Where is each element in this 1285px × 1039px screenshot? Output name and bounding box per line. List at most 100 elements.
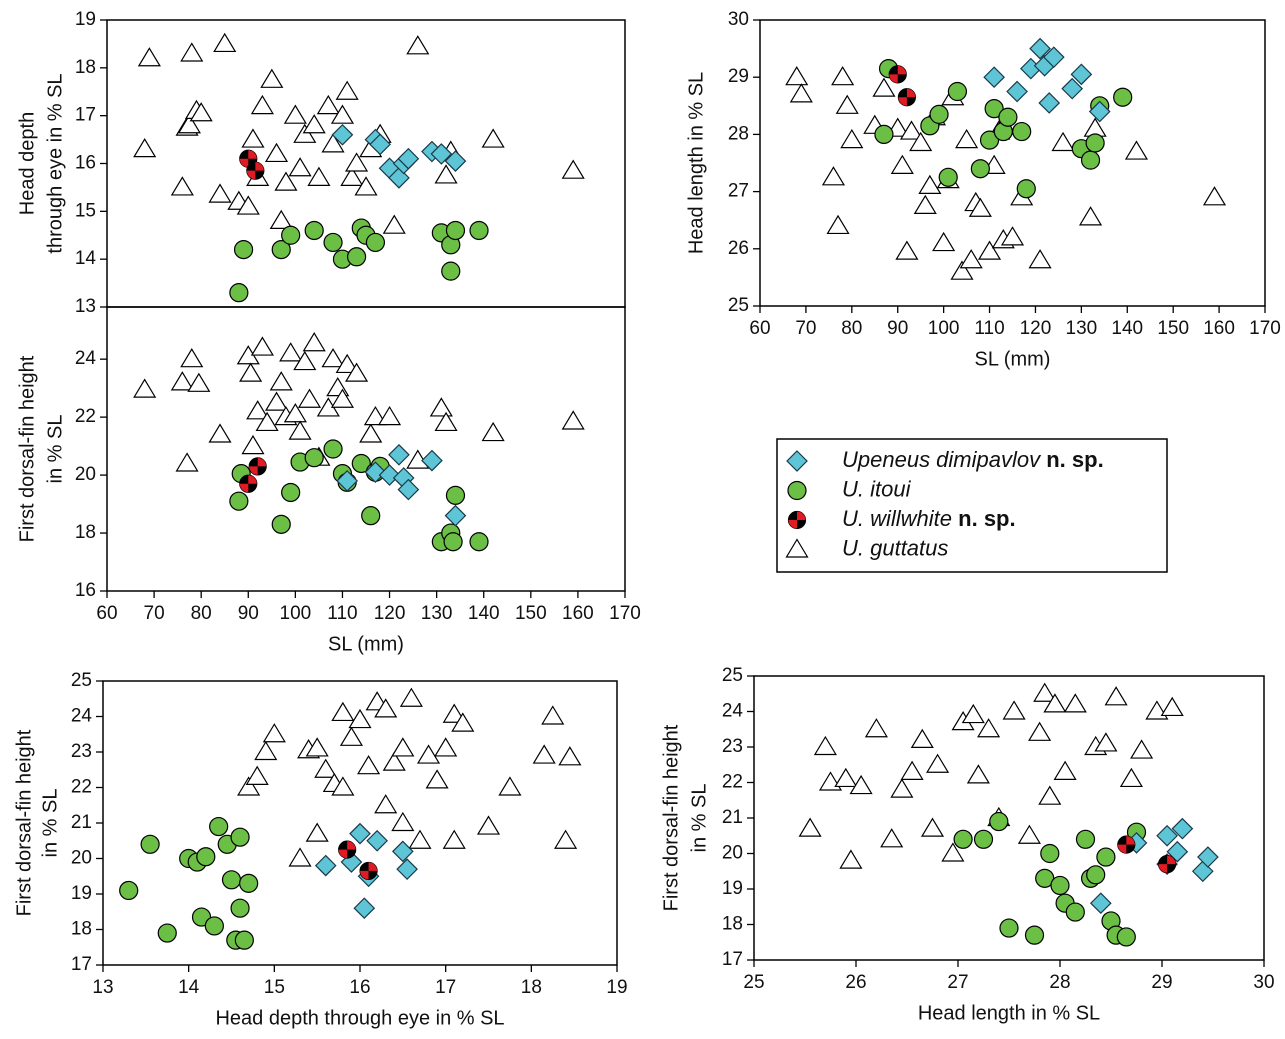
marker (323, 439, 343, 459)
marker (269, 209, 293, 229)
marker (336, 470, 359, 492)
triangle (481, 128, 505, 148)
triangle (339, 726, 363, 746)
marker (241, 434, 265, 455)
marker (229, 283, 249, 303)
marker (1028, 721, 1052, 741)
marker (1000, 226, 1025, 246)
quarter (1158, 864, 1168, 873)
y-tick-label: 13 (75, 296, 96, 317)
marker (281, 482, 301, 503)
y-tick-label: 22 (71, 777, 92, 798)
x-tick-label: 15 (264, 977, 285, 998)
marker (1075, 829, 1096, 849)
marker (1016, 179, 1036, 199)
circle (445, 485, 466, 505)
triangle (899, 120, 924, 140)
y-tick-label: 20 (722, 843, 743, 864)
marker (330, 388, 355, 408)
circle (469, 532, 489, 552)
marker (365, 232, 386, 253)
marker (910, 728, 934, 748)
marker (304, 448, 324, 468)
y-tick-label: 25 (722, 665, 743, 686)
y-axis-title: First dorsal-fin height (660, 724, 682, 911)
marker (785, 66, 809, 86)
marker (213, 32, 237, 53)
marker (798, 817, 822, 837)
marker (283, 104, 307, 124)
marker (314, 854, 337, 877)
triangle (1130, 739, 1154, 759)
triangle (250, 94, 274, 115)
marker (248, 457, 267, 476)
marker (443, 532, 463, 552)
y-tick-label: 21 (71, 812, 92, 833)
diamond (388, 167, 410, 189)
diamond (1070, 63, 1093, 86)
circle (1096, 847, 1116, 867)
triangle (835, 94, 859, 114)
marker (785, 538, 809, 558)
marker (481, 421, 505, 442)
triangle (255, 411, 279, 432)
marker (434, 737, 458, 757)
marker (1051, 131, 1075, 152)
x-tick-label: 60 (96, 603, 117, 624)
quarter (1126, 836, 1135, 845)
triangle (442, 829, 466, 849)
marker (1116, 927, 1136, 947)
y-axis-title: in % SL (44, 415, 66, 484)
marker (170, 176, 194, 196)
triangle (345, 362, 369, 382)
triangle (558, 746, 582, 766)
quarter (797, 511, 806, 520)
marker (241, 128, 265, 148)
marker (1042, 46, 1065, 69)
triangle (305, 822, 329, 842)
triangle (977, 718, 1001, 738)
triangle (133, 378, 157, 398)
marker (349, 822, 371, 845)
triangle (279, 342, 303, 362)
quarter (239, 483, 249, 493)
marker (953, 829, 973, 849)
marker (1094, 732, 1118, 752)
triangle (262, 723, 286, 743)
marker (831, 66, 855, 86)
circle (229, 491, 249, 511)
triangle (254, 740, 278, 761)
marker (335, 80, 359, 100)
triangle (1038, 785, 1062, 805)
triangle (408, 829, 432, 849)
triangle (180, 42, 204, 62)
triangle (1053, 760, 1077, 780)
diamond (1171, 817, 1194, 840)
marker (1024, 925, 1045, 945)
marker (1085, 133, 1105, 153)
marker (1197, 846, 1219, 868)
triangle (399, 687, 423, 707)
triangle (1017, 824, 1041, 844)
diamond (364, 461, 387, 484)
circle (281, 482, 301, 503)
triangle (237, 776, 261, 796)
marker (1063, 693, 1087, 713)
triangle (785, 66, 809, 86)
circle (469, 220, 489, 241)
quarter (347, 841, 356, 850)
circle (271, 514, 291, 534)
x-tick-label: 170 (1249, 318, 1281, 339)
marker (157, 923, 177, 943)
marker (208, 183, 232, 203)
marker (297, 388, 322, 408)
circle (989, 811, 1009, 832)
triangle (864, 718, 888, 738)
triangle (236, 195, 260, 215)
marker (920, 817, 945, 837)
marker (137, 47, 161, 67)
legend-box (776, 438, 1168, 573)
marker (189, 102, 213, 122)
triangle (170, 371, 194, 391)
x-tick-label: 130 (1066, 318, 1098, 339)
